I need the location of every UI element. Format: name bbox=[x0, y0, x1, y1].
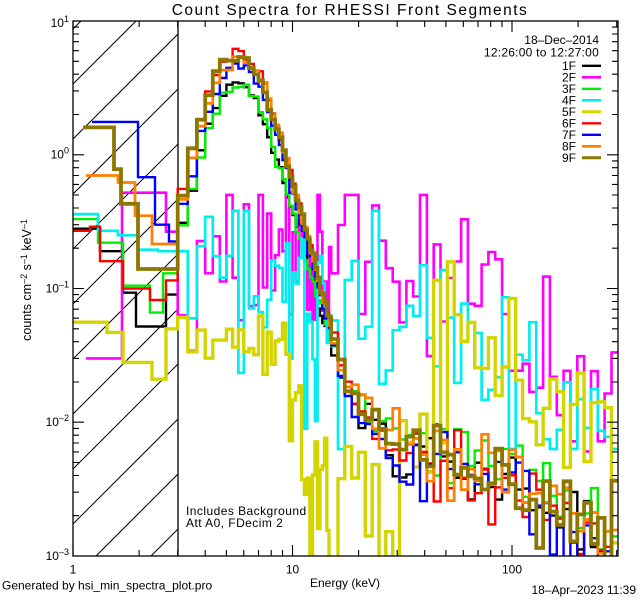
svg-text:Att A0, FDecim 2: Att A0, FDecim 2 bbox=[186, 516, 283, 530]
svg-text:Generated by hsi_min_spectra_p: Generated by hsi_min_spectra_plot.pro bbox=[2, 579, 212, 593]
svg-text:12:26:00 to 12:27:00: 12:26:00 to 12:27:00 bbox=[484, 46, 599, 60]
svg-text:6F: 6F bbox=[562, 117, 576, 131]
svg-text:Count Spectra for RHESSI Front: Count Spectra for RHESSI Front Segments bbox=[172, 2, 529, 19]
svg-text:4F: 4F bbox=[562, 94, 576, 108]
svg-text:18–Apr–2023 11:39: 18–Apr–2023 11:39 bbox=[531, 583, 636, 597]
svg-text:1: 1 bbox=[70, 563, 77, 577]
svg-text:100: 100 bbox=[502, 563, 522, 577]
svg-text:Energy (keV): Energy (keV) bbox=[310, 576, 380, 590]
svg-text:10: 10 bbox=[286, 563, 300, 577]
svg-text:Includes Background: Includes Background bbox=[186, 504, 307, 518]
svg-text:3F: 3F bbox=[562, 82, 576, 96]
svg-text:18–Dec–2014: 18–Dec–2014 bbox=[524, 33, 599, 47]
svg-text:counts cm–2 s–1 keV–1: counts cm–2 s–1 keV–1 bbox=[19, 219, 34, 341]
svg-text:9F: 9F bbox=[562, 151, 576, 165]
svg-text:8F: 8F bbox=[562, 140, 576, 154]
svg-text:1F: 1F bbox=[562, 59, 576, 73]
svg-text:5F: 5F bbox=[562, 105, 576, 119]
svg-text:7F: 7F bbox=[562, 128, 576, 142]
svg-text:2F: 2F bbox=[562, 71, 576, 85]
